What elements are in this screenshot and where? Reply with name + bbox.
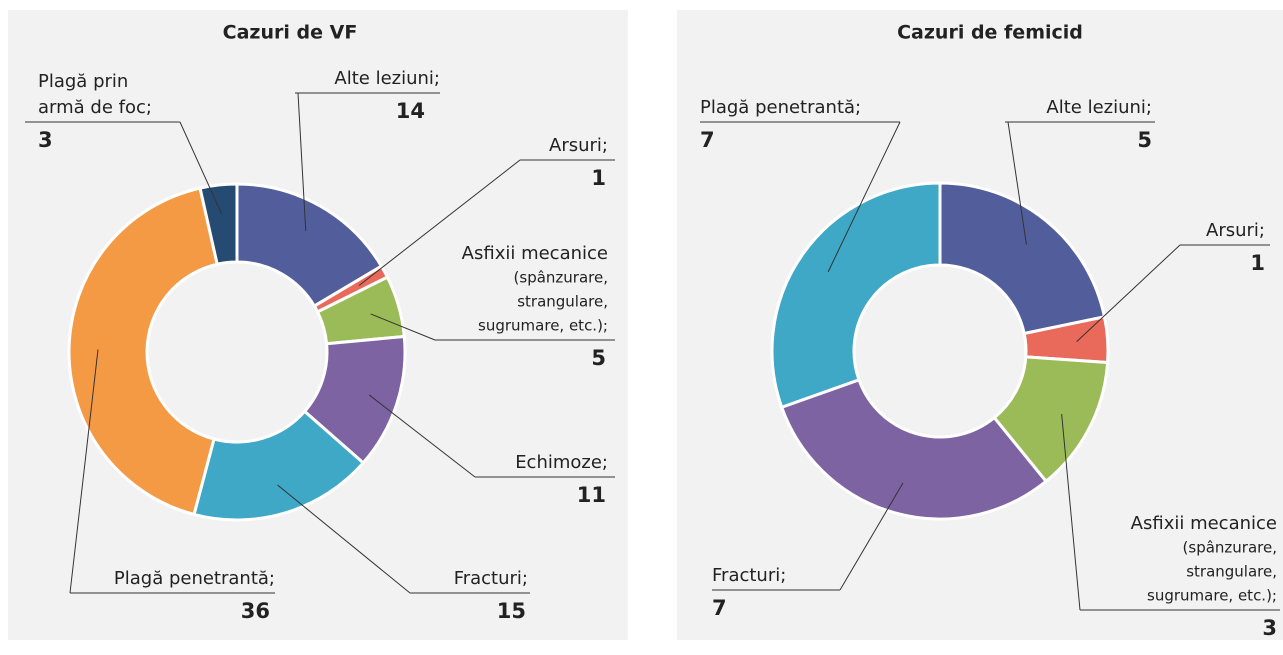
value-label: 14 <box>396 99 425 123</box>
slice-label: Echimoze; <box>515 452 608 473</box>
value-label: 7 <box>712 596 727 620</box>
value-label: 7 <box>700 128 715 152</box>
value-label: 15 <box>497 599 526 623</box>
slice <box>938 181 1107 336</box>
value-label: 3 <box>1262 616 1277 640</box>
slice <box>67 186 219 517</box>
leader-line <box>277 484 411 594</box>
slice-label: Plagă prin <box>38 71 128 92</box>
leader-line <box>179 121 223 215</box>
leader-line <box>1007 121 1027 245</box>
leader-line <box>358 159 521 286</box>
leader-line <box>370 313 436 341</box>
leader-line <box>1076 244 1181 343</box>
leader-line <box>1061 413 1081 611</box>
value-label: 1 <box>591 166 606 190</box>
slice-label: Plagă penetrantă; <box>700 97 861 118</box>
slice <box>192 409 366 522</box>
value-label: 5 <box>1137 128 1152 152</box>
value-label: 5 <box>591 346 606 370</box>
slice <box>198 182 239 266</box>
leader-line <box>69 349 99 594</box>
slice-label: Asfixii mecanice <box>462 243 608 264</box>
value-label: 1 <box>1250 251 1265 275</box>
slice-label: Asfixii mecanice <box>1131 513 1277 534</box>
chart-title: Cazuri de femicid <box>897 22 1083 44</box>
value-label: 11 <box>577 483 606 507</box>
slice-label: Arsuri; <box>549 135 608 156</box>
leader-line <box>368 394 476 478</box>
slice-label: Alte leziuni; <box>334 68 440 89</box>
slice-label: Plagă penetrantă; <box>114 568 275 589</box>
slice-label: Alte leziuni; <box>1046 97 1152 118</box>
value-label: 3 <box>38 128 53 152</box>
slice-label: sugrumare, etc.); <box>478 317 608 335</box>
slice-label: (spânzurare, <box>514 269 608 287</box>
slice-label: (spânzurare, <box>1183 539 1277 557</box>
slice-label: Arsuri; <box>1206 220 1265 241</box>
slice-label: armă de foc; <box>38 97 152 118</box>
slice-label: Fracturi; <box>712 565 786 586</box>
leader-line <box>827 121 901 273</box>
slice <box>779 377 1049 521</box>
slice-label: sugrumare, etc.); <box>1147 587 1277 605</box>
leader-line <box>839 482 904 591</box>
slice-label: Fracturi; <box>454 568 528 589</box>
slice-label: strangulare, <box>517 293 608 311</box>
slice <box>235 182 384 309</box>
slice-label: strangulare, <box>1186 563 1277 581</box>
leader-line <box>297 92 307 232</box>
slice <box>770 181 942 410</box>
chart-title: Cazuri de VF <box>223 22 358 44</box>
value-label: 36 <box>241 599 270 623</box>
